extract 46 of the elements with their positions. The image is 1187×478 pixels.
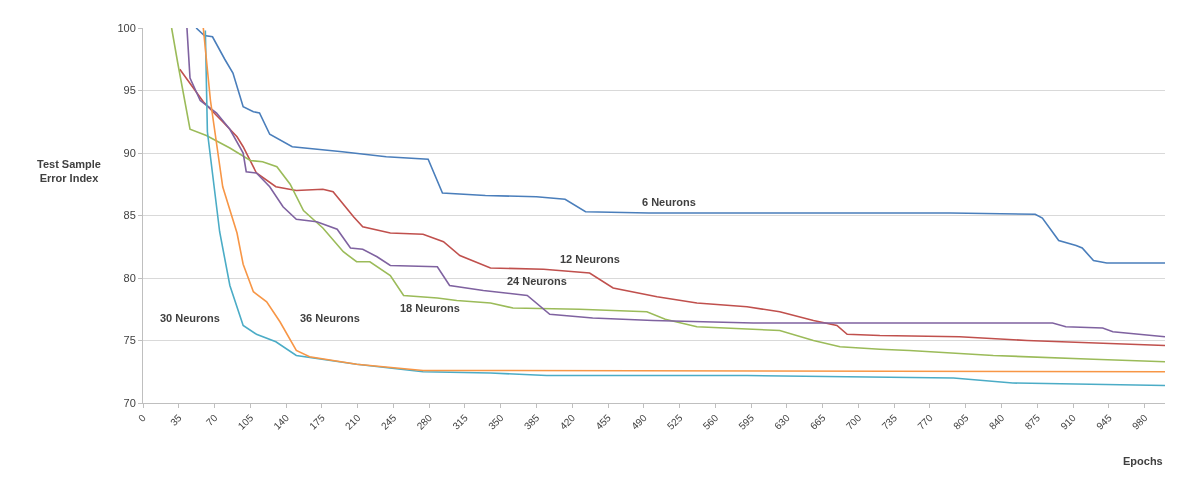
x-tick-label: 875 — [1022, 411, 1043, 432]
x-tick-label: 315 — [450, 411, 471, 432]
x-tick-label: 770 — [915, 411, 936, 432]
x-tick-label: 280 — [414, 411, 435, 432]
x-tick-label: 980 — [1129, 411, 1150, 432]
y-tick-label: 95 — [123, 84, 136, 97]
x-tick-label: 700 — [843, 411, 864, 432]
annotation: 18 Neurons — [400, 302, 460, 314]
annotation: 24 Neurons — [507, 275, 567, 287]
annotation: 30 Neurons — [160, 312, 220, 324]
y-tick-label: 75 — [123, 334, 136, 347]
x-tick-label: 245 — [378, 411, 399, 432]
x-tick-label: 70 — [203, 411, 220, 428]
x-tick-label: 35 — [168, 411, 185, 428]
x-tick-label: 945 — [1094, 411, 1115, 432]
x-tick-label: 595 — [736, 411, 757, 432]
x-tick-label: 455 — [593, 411, 614, 432]
line-series — [195, 28, 1165, 264]
x-axis-title: Epochs — [1123, 455, 1163, 467]
x-tick-label: 490 — [629, 411, 650, 432]
x-tick-label: 840 — [986, 411, 1007, 432]
x-tick-label: 735 — [879, 411, 900, 432]
x-tick-label: 175 — [307, 411, 328, 432]
x-tick-label: 665 — [808, 411, 828, 432]
x-tick-label: 140 — [271, 411, 292, 432]
y-tick-label: 100 — [117, 21, 136, 34]
x-tick-label: 350 — [486, 411, 506, 432]
y-axis-title: Test Sample Error Index — [37, 158, 101, 185]
x-tick-label: 0 — [136, 411, 149, 424]
x-tick-label: 630 — [772, 411, 793, 432]
line-series — [178, 68, 1165, 347]
y-tick-label: 90 — [123, 146, 136, 159]
x-tick-label: 525 — [664, 411, 685, 432]
x-tick-label: 420 — [557, 411, 578, 432]
y-tick-label: 85 — [123, 209, 136, 222]
x-tick-label: 560 — [700, 411, 721, 432]
annotation: 12 Neurons — [560, 253, 620, 265]
x-tick-label: 385 — [521, 411, 542, 432]
annotation: 6 Neurons — [642, 196, 696, 208]
x-tick-label: 105 — [235, 411, 256, 432]
y-tick-label: 70 — [123, 396, 136, 409]
x-tick-label: 910 — [1058, 411, 1079, 432]
y-tick-label: 80 — [123, 271, 136, 284]
annotation: 36 Neurons — [300, 312, 360, 324]
x-tick-label: 210 — [342, 411, 363, 432]
x-tick-label: 805 — [951, 411, 971, 432]
